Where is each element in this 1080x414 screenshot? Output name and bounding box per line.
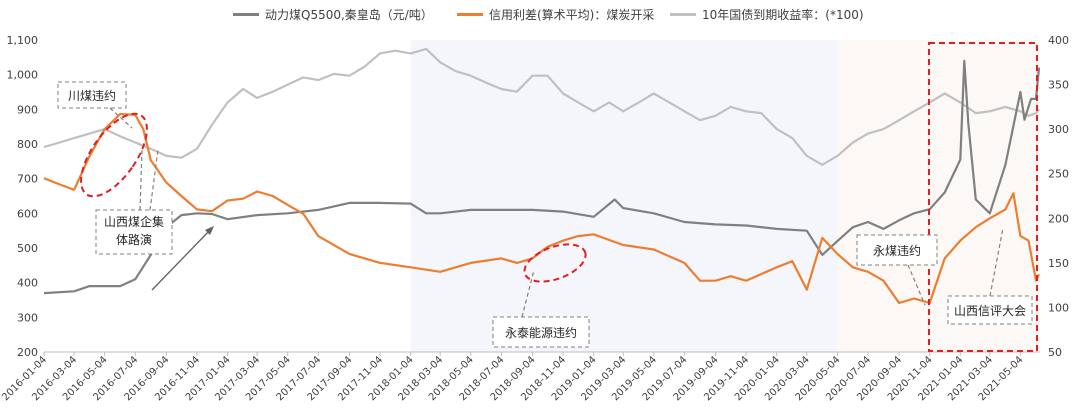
callout-leader-shanxi-roadshow-b xyxy=(149,149,159,211)
trend-arrow-head xyxy=(205,226,214,235)
legend-swatch-bond-yield xyxy=(670,13,696,16)
callout-leader-shanxi-roadshow-a xyxy=(139,149,143,211)
y-tick-label-left: 800 xyxy=(17,138,38,151)
legend-label-coal-price: 动力煤Q5500,秦皇岛（元/吨） xyxy=(265,8,433,22)
trend-arrow xyxy=(151,227,213,291)
y-tick-label-left: 300 xyxy=(17,311,38,324)
y-tick-label-right: 50 xyxy=(1048,346,1062,359)
callout-leader-yongmei xyxy=(907,264,926,306)
legend-item-bond-yield: 10年国债到期收益率：(*100) xyxy=(670,6,864,23)
series-line-1 xyxy=(43,112,1040,305)
y-tick-label-left: 700 xyxy=(17,173,38,186)
y-tick-label-left: 1,100 xyxy=(7,34,39,47)
highlight-box-2021 xyxy=(928,42,1038,352)
y-tick-label-left: 1,000 xyxy=(7,69,39,82)
callout-label-shanxi-roadshow-line1: 山西煤企集 xyxy=(104,214,164,229)
y-tick-label-right: 150 xyxy=(1048,257,1069,270)
callout-label-shanxi-rating: 山西信评大会 xyxy=(954,304,1026,318)
legend-swatch-coal-price xyxy=(233,13,259,16)
y-tick-label-right: 350 xyxy=(1048,79,1069,92)
callout-box-shanxi-roadshow xyxy=(95,209,173,255)
callout-leader-chuanmei xyxy=(109,107,133,129)
legend-item-credit-spread: 信用利差(算术平均)：煤炭开采 xyxy=(457,6,654,23)
shading-band-2018-2020 xyxy=(410,40,838,352)
series-line-2 xyxy=(43,47,1040,166)
callout-box-yongmei xyxy=(856,234,938,266)
chart-legend: 动力煤Q5500,秦皇岛（元/吨） 信用利差(算术平均)：煤炭开采 10年国债到… xyxy=(0,6,1080,26)
legend-label-bond-yield: 10年国债到期收益率：(*100) xyxy=(702,8,864,22)
y-tick-label-left: 200 xyxy=(17,346,38,359)
callout-label-shanxi-roadshow-line2: 体路演 xyxy=(116,232,152,247)
y-tick-label-left: 600 xyxy=(17,207,38,220)
callout-label-yongtai: 永泰能源违约 xyxy=(505,325,577,340)
y-tick-label-right: 250 xyxy=(1048,168,1069,181)
callout-leader-yongtai xyxy=(521,269,535,318)
y-tick-label-right: 100 xyxy=(1048,301,1069,314)
y-tick-label-left: 900 xyxy=(17,103,38,116)
callout-box-chuanmei xyxy=(57,81,127,109)
callout-box-shanxi-rating xyxy=(947,295,1033,325)
y-tick-label-right: 300 xyxy=(1048,123,1069,136)
legend-label-credit-spread: 信用利差(算术平均)：煤炭开采 xyxy=(489,8,655,22)
callout-label-chuanmei: 川煤违约 xyxy=(68,88,116,103)
y-tick-label-right: 200 xyxy=(1048,212,1069,225)
callout-box-yongtai xyxy=(492,316,590,348)
highlight-ellipse-2016 xyxy=(80,112,148,198)
highlight-ellipse-2018 xyxy=(523,243,587,283)
y-tick-label-left: 500 xyxy=(17,242,38,255)
y-tick-label-right: 400 xyxy=(1048,34,1069,47)
callout-label-yongmei: 永煤违约 xyxy=(873,243,921,258)
callout-leader-shanxi-rating xyxy=(989,227,1004,297)
series-line-0 xyxy=(43,59,1041,295)
legend-item-coal-price: 动力煤Q5500,秦皇岛（元/吨） xyxy=(233,6,433,23)
legend-swatch-credit-spread xyxy=(457,13,483,16)
y-tick-label-left: 400 xyxy=(17,277,38,290)
